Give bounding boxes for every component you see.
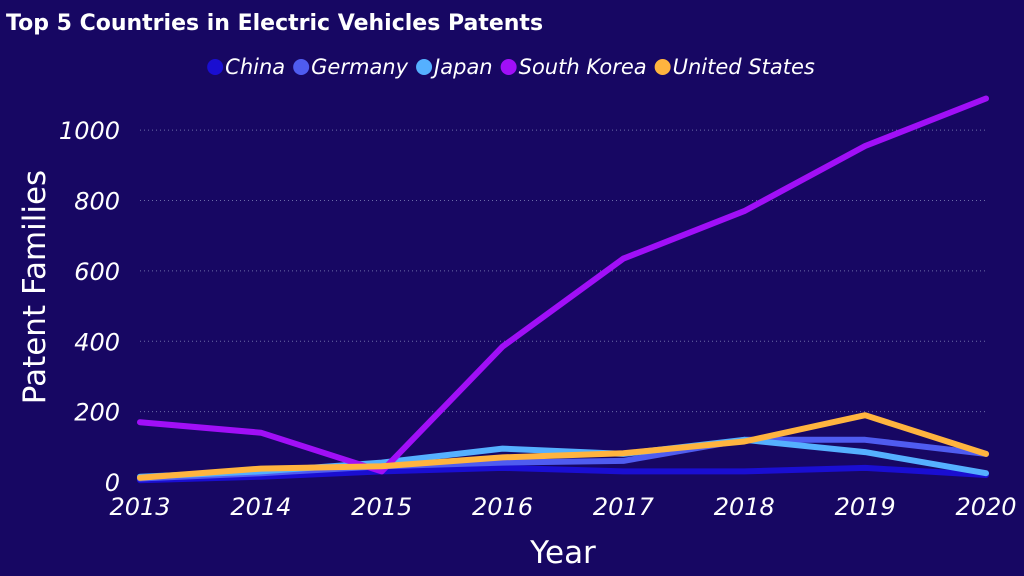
series-lines	[137, 95, 989, 484]
x-tick-label: 2020	[955, 493, 1016, 521]
legend-label: Germany	[311, 55, 408, 79]
y-axis-title: Patent Families	[17, 170, 53, 404]
x-tick-label: 2013	[109, 493, 170, 521]
series-line-china	[137, 464, 989, 484]
legend-label: South Korea	[519, 55, 647, 79]
x-tick-label: 2019	[835, 493, 896, 521]
legend-marker	[654, 59, 671, 75]
x-axis-ticks: 2013 2014 2015 2016 2017 2018 2019 2020	[109, 493, 1016, 521]
y-tick-label: 400	[74, 328, 120, 356]
y-tick-label: 1000	[59, 117, 120, 145]
legend-marker	[293, 59, 310, 75]
x-tick-label: 2014	[230, 493, 291, 521]
y-tick-label: 800	[74, 188, 120, 216]
x-axis-title: Year	[529, 535, 596, 571]
legend-item-united-states: United States	[654, 55, 815, 79]
legend-item-china: China	[207, 55, 285, 79]
legend-label: China	[225, 55, 285, 79]
y-tick-label: 200	[74, 399, 120, 427]
chart-title: Top 5 Countries in Electric Vehicles Pat…	[6, 11, 543, 36]
legend-marker	[500, 59, 517, 75]
y-tick-label: 600	[74, 258, 120, 286]
legend-item-germany: Germany	[293, 55, 409, 79]
gridlines	[140, 129, 986, 413]
series-line-united-states	[137, 412, 989, 481]
series-line-south-korea	[137, 95, 989, 475]
legend-marker	[207, 59, 224, 75]
legend-label: United States	[673, 55, 815, 79]
y-axis-ticks: 0 200 400 600 800 1000	[59, 117, 120, 497]
legend-marker	[416, 59, 433, 75]
x-tick-label: 2015	[351, 493, 412, 521]
y-tick-label: 0	[105, 469, 120, 497]
legend-label: Japan	[430, 55, 493, 79]
legend-item-japan: Japan	[416, 55, 493, 79]
x-tick-label: 2018	[714, 493, 775, 521]
legend-item-south-korea: South Korea	[500, 55, 647, 79]
x-tick-label: 2017	[593, 493, 655, 521]
x-tick-label: 2016	[472, 493, 533, 521]
legend: China Germany Japan South Korea United State…	[207, 55, 815, 79]
